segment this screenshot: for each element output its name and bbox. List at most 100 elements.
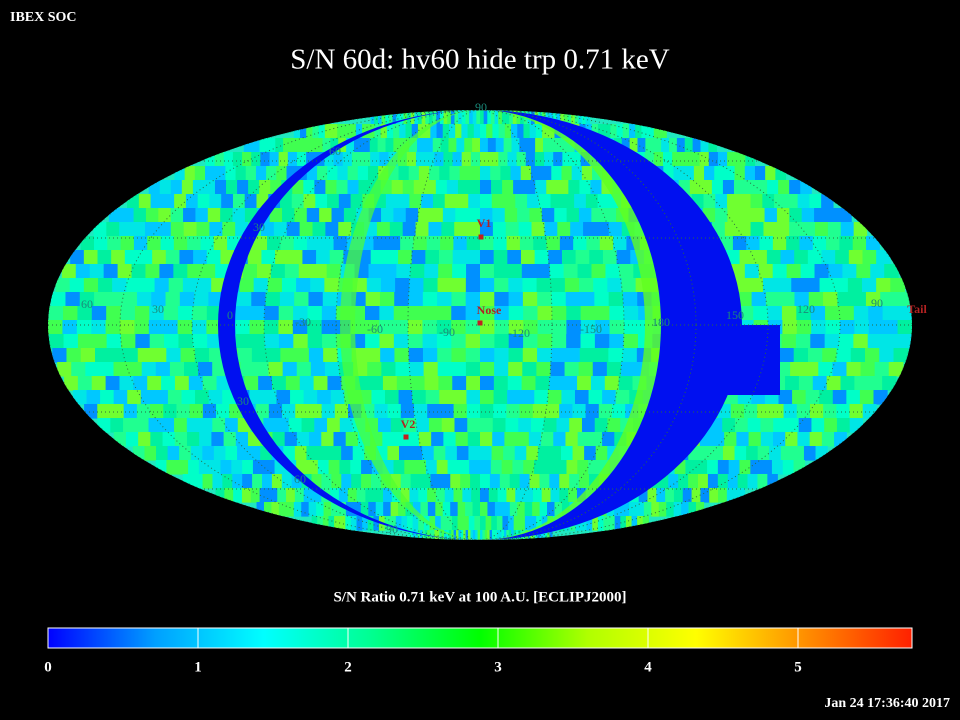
map-cell — [385, 110, 390, 125]
map-cell — [107, 236, 122, 251]
map-cell — [150, 194, 163, 209]
map-cell — [466, 376, 481, 391]
map-cell — [550, 278, 566, 293]
map-cell — [269, 208, 283, 223]
map-cell — [418, 432, 432, 447]
map-cell — [480, 194, 493, 209]
map-cell — [255, 404, 270, 419]
map-cell — [551, 292, 567, 307]
map-cell — [409, 194, 422, 209]
map-cell — [523, 306, 539, 321]
map-cell — [635, 124, 642, 139]
map-cell — [251, 292, 267, 307]
map-cell — [503, 138, 513, 153]
map-cell — [876, 278, 891, 293]
map-cell — [408, 306, 424, 321]
map-cell — [570, 222, 584, 237]
map-cell — [48, 306, 64, 321]
map-cell — [811, 418, 825, 433]
map-cell — [803, 446, 817, 461]
map-cell — [516, 432, 530, 447]
map-cell — [120, 334, 136, 349]
map-cell — [336, 180, 349, 195]
map-cell — [744, 264, 760, 279]
map-cell — [307, 460, 319, 475]
marker — [403, 434, 409, 440]
map-cell — [110, 418, 124, 433]
map-cell — [808, 292, 824, 307]
map-cell — [384, 250, 399, 265]
map-cell — [440, 236, 454, 251]
map-cell — [811, 320, 827, 335]
map-cell — [562, 194, 575, 209]
map-cell — [696, 460, 708, 475]
map-cell — [399, 110, 405, 125]
map-cell — [318, 446, 331, 461]
map-cell — [771, 460, 784, 475]
map-cell — [323, 502, 332, 517]
map-cell — [425, 110, 430, 125]
map-cell — [620, 516, 627, 531]
map-cell — [516, 110, 521, 125]
map-cell — [537, 292, 553, 307]
map-cell — [253, 236, 268, 251]
map-cell — [371, 390, 386, 405]
map-cell — [422, 320, 438, 335]
timestamp: Jan 24 17:36:40 2017 — [824, 696, 950, 711]
map-cell — [621, 278, 637, 293]
map-cell — [242, 460, 254, 475]
map-cell — [480, 166, 491, 181]
map-cell — [776, 222, 790, 237]
map-cell — [647, 124, 655, 139]
map-cell — [321, 320, 337, 335]
map-cell — [785, 432, 799, 447]
map-cell — [561, 390, 576, 405]
map-cell — [658, 502, 667, 517]
map-cell — [108, 292, 124, 307]
map-cell — [581, 418, 596, 433]
map-cell — [572, 404, 587, 419]
map-cell — [137, 348, 153, 363]
map-cell — [406, 432, 420, 447]
map-cell — [288, 250, 304, 265]
map-cell — [463, 530, 467, 540]
map-cell — [452, 264, 467, 279]
map-cell — [232, 152, 243, 167]
map-cell — [402, 222, 417, 237]
map-cell — [511, 124, 518, 139]
map-cell — [450, 110, 456, 125]
map-cell — [362, 124, 369, 139]
map-cell — [323, 348, 339, 363]
map-cell — [436, 530, 440, 540]
map-cell — [505, 418, 519, 433]
colorbar-tick-label: 0 — [44, 659, 52, 675]
map-cell — [62, 320, 78, 335]
map-cell — [588, 390, 603, 405]
map-cell — [329, 250, 344, 265]
map-cell — [458, 110, 463, 125]
map-cell — [750, 460, 762, 475]
map-cell — [450, 502, 459, 517]
map-cell — [553, 432, 567, 447]
map-cell — [188, 460, 200, 475]
map-cell — [93, 236, 108, 251]
map-cell — [212, 418, 226, 433]
map-cell — [638, 488, 649, 503]
map-cell — [564, 362, 580, 377]
map-cell — [260, 152, 271, 167]
map-cell — [535, 138, 544, 153]
map-cell — [454, 418, 468, 433]
marker-label: Nose — [477, 303, 502, 317]
map-cell — [888, 362, 904, 377]
map-cell — [480, 278, 495, 293]
map-cell — [161, 418, 175, 433]
map-cell — [851, 292, 867, 307]
map-cell — [279, 292, 295, 307]
map-cell — [91, 306, 107, 321]
map-cell — [528, 432, 542, 447]
map-cell — [776, 208, 790, 223]
map-cell — [187, 264, 202, 279]
map-cell — [563, 264, 579, 279]
map-cell — [380, 124, 388, 139]
map-cell — [736, 152, 746, 167]
